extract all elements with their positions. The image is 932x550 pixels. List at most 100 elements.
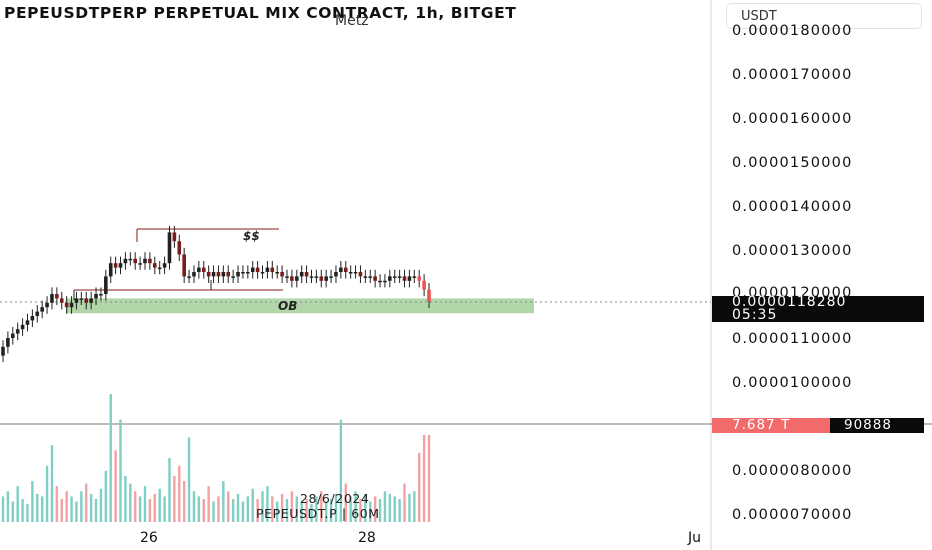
candle xyxy=(368,276,373,278)
volume-bar xyxy=(276,501,279,522)
volume-bar xyxy=(80,491,83,522)
volume-bar xyxy=(207,486,210,522)
volume-bar xyxy=(89,493,93,522)
candle xyxy=(255,267,260,272)
volume-bar xyxy=(153,493,156,522)
volume-bar xyxy=(329,498,333,522)
candle xyxy=(231,276,235,278)
candle xyxy=(201,267,206,272)
price-tick-label: 0.0000160000 xyxy=(732,111,853,127)
volume-bar xyxy=(21,498,24,522)
candle xyxy=(118,263,123,268)
volume-bar xyxy=(187,437,191,522)
x-tick-label: Ju xyxy=(688,530,702,546)
candle xyxy=(45,302,49,308)
candle xyxy=(373,276,377,281)
volume-bar xyxy=(373,496,377,522)
candle xyxy=(40,307,44,312)
volume-bar xyxy=(45,465,49,522)
candle xyxy=(397,276,402,278)
candle xyxy=(304,272,309,277)
volume-bar xyxy=(295,496,298,522)
volume-bar xyxy=(119,419,122,522)
candle xyxy=(358,272,363,277)
currency-selector[interactable]: USDT xyxy=(726,3,922,29)
candle xyxy=(152,263,157,268)
candle xyxy=(314,276,319,278)
volume-bar xyxy=(364,493,367,522)
candle xyxy=(138,263,142,265)
candle xyxy=(216,272,221,277)
candle xyxy=(221,272,226,277)
candle xyxy=(260,272,265,274)
candle xyxy=(59,298,64,303)
candle xyxy=(294,276,299,281)
candle xyxy=(363,276,368,278)
candle xyxy=(187,276,191,278)
volume-bar xyxy=(359,498,362,522)
volume-bar xyxy=(418,452,421,522)
candle xyxy=(309,276,314,278)
candle xyxy=(20,324,25,330)
volume-bar xyxy=(256,498,259,522)
volume-bar xyxy=(227,491,230,522)
candle xyxy=(270,267,275,272)
price-tick-label: 0.0000100000 xyxy=(732,375,853,391)
candle xyxy=(378,280,382,283)
watermark-symbol: PEPEUSDT.P | 60M xyxy=(256,506,380,521)
candle xyxy=(74,298,79,303)
volume-bar xyxy=(236,493,240,522)
candle xyxy=(241,272,245,274)
volume-bar xyxy=(109,394,112,522)
candle xyxy=(280,272,284,277)
volume-bar xyxy=(369,501,372,522)
x-tick-label: 26 xyxy=(140,530,158,546)
volume-bar xyxy=(129,483,132,522)
candle xyxy=(30,316,35,321)
candle xyxy=(324,276,328,281)
volume-bar xyxy=(99,488,103,522)
candle xyxy=(162,263,167,268)
volume-bar xyxy=(31,481,34,522)
order-block-zone xyxy=(66,298,534,314)
volume-bar xyxy=(266,486,269,522)
candle xyxy=(265,267,270,272)
volume-bar xyxy=(202,498,205,522)
candle xyxy=(15,329,20,334)
volume-bar xyxy=(222,481,225,522)
candle xyxy=(35,311,40,316)
candle xyxy=(290,276,294,281)
volume-bar xyxy=(217,496,220,522)
candle xyxy=(148,258,152,264)
candle xyxy=(348,272,353,274)
candle xyxy=(172,232,177,242)
volume-bar xyxy=(354,491,357,522)
candle xyxy=(50,294,54,303)
candle xyxy=(25,320,30,325)
current-price-tag: 0.0000118280 05:35 xyxy=(712,295,924,322)
volume-bar xyxy=(148,498,152,522)
candle xyxy=(64,302,69,308)
volume-bar xyxy=(114,450,117,522)
candle xyxy=(402,276,407,281)
candle xyxy=(113,263,118,268)
candle xyxy=(177,241,182,255)
volume-bar xyxy=(378,498,382,522)
volume-bar xyxy=(315,496,318,522)
volume-ma-tag: 90888 xyxy=(830,418,924,433)
candle xyxy=(285,276,289,278)
volume-bar xyxy=(36,493,39,522)
volume-bar xyxy=(138,496,142,522)
volume-bar xyxy=(65,491,68,522)
indicator-name: Metz xyxy=(335,13,369,29)
candle xyxy=(319,276,324,281)
volume-bar xyxy=(50,445,54,522)
volume-bar xyxy=(178,465,181,522)
volume-bar xyxy=(261,491,264,522)
candle xyxy=(6,338,10,347)
candle xyxy=(108,263,113,277)
volume-bar xyxy=(94,498,98,522)
candle xyxy=(128,258,133,261)
volume-bar xyxy=(285,498,289,522)
